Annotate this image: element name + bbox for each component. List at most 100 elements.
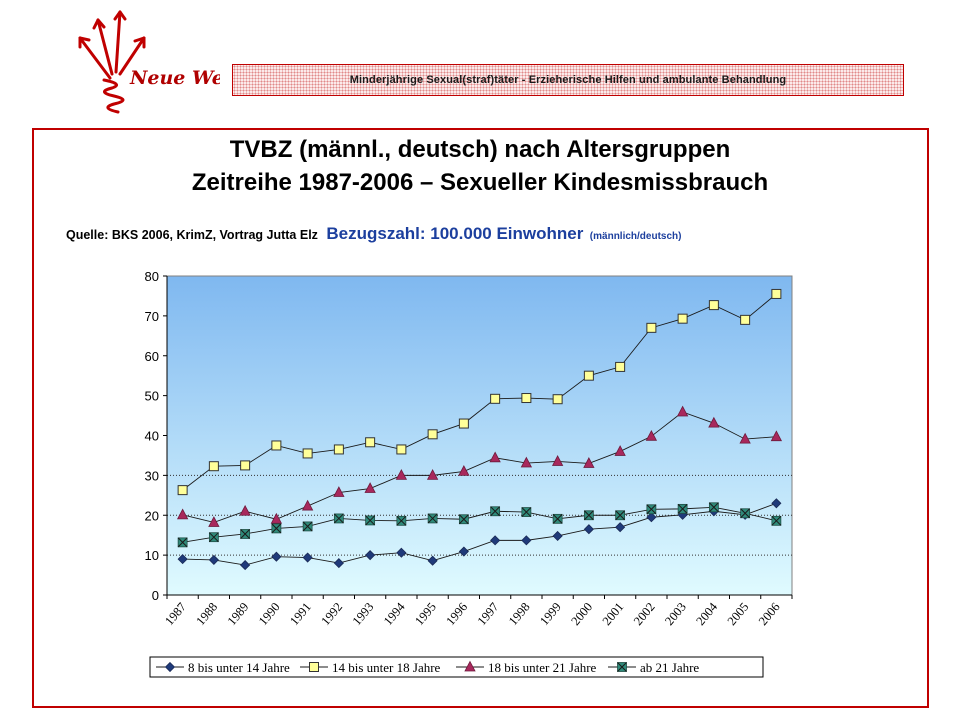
data-point (615, 361, 626, 372)
x-tick-label: 1994 (381, 599, 408, 628)
data-point (164, 661, 176, 673)
series-line (182, 293, 777, 491)
data-point (740, 508, 751, 519)
data-point (739, 432, 751, 444)
y-tick-label: 50 (145, 389, 159, 404)
x-tick-label: 1989 (225, 600, 252, 628)
x-tick-label: 1993 (350, 600, 377, 628)
data-point (583, 524, 594, 535)
data-point (208, 554, 219, 565)
data-point (490, 535, 501, 546)
data-point-cross (521, 507, 532, 517)
data-point (271, 440, 282, 451)
data-point-cross (459, 514, 469, 525)
data-point (708, 300, 719, 311)
data-point (771, 498, 782, 509)
data-point (301, 499, 314, 511)
y-tick-label: 0 (152, 588, 159, 603)
x-tick-label: 2000 (568, 600, 595, 628)
data-point (520, 456, 533, 468)
data-point (490, 506, 501, 517)
data-point (365, 515, 376, 526)
data-point (646, 512, 657, 523)
x-tick-label: 2002 (631, 600, 658, 628)
data-point (458, 514, 469, 525)
x-tick-label: 2006 (756, 600, 783, 628)
data-point (309, 662, 319, 672)
chart-title-line1: TVBZ (männl., deutsch) nach Altersgruppe… (229, 136, 731, 163)
header-banner: Minderjährige Sexual(straf)täter - Erzie… (232, 64, 904, 96)
data-point (521, 393, 532, 404)
data-point-cross (271, 523, 282, 534)
logo-text: Neue Wege (129, 67, 220, 89)
data-point-cross (302, 521, 313, 532)
data-point (365, 437, 376, 448)
y-tick-label: 70 (145, 309, 159, 324)
legend-label: 14 bis unter 18 Jahre (332, 660, 441, 675)
data-point-cross (646, 504, 657, 515)
data-point (427, 555, 438, 566)
series-line (182, 506, 777, 543)
legend-label: ab 21 Jahre (640, 660, 699, 675)
legend-label: 8 bis unter 14 Jahre (188, 660, 290, 675)
data-point-cross (771, 515, 782, 526)
x-tick-label: 1999 (537, 600, 564, 628)
data-point-cross (584, 510, 594, 521)
data-point-cross (490, 506, 500, 517)
data-point (177, 485, 188, 496)
x-tick-label: 2003 (662, 600, 689, 628)
data-point (208, 516, 220, 527)
data-point (302, 448, 313, 459)
data-point (396, 547, 407, 558)
data-point-cross (427, 513, 438, 524)
x-tick-label: 1991 (287, 600, 314, 628)
data-point (677, 313, 688, 324)
data-point (208, 532, 219, 543)
data-point (614, 445, 626, 456)
data-point (646, 322, 657, 333)
data-point (677, 503, 688, 514)
data-point (240, 460, 251, 471)
data-point-cross (677, 504, 688, 514)
x-tick-label: 1996 (443, 600, 470, 628)
data-point (458, 546, 469, 557)
x-tick-label: 2005 (725, 600, 752, 628)
data-point (771, 288, 782, 299)
x-tick-label: 2001 (600, 600, 627, 628)
data-point (427, 429, 438, 440)
y-tick-label: 80 (145, 269, 159, 284)
data-point (615, 510, 626, 521)
data-point-cross (209, 532, 219, 543)
data-point (271, 551, 282, 562)
plot-area (166, 275, 793, 596)
x-tick-label: 1990 (256, 600, 283, 628)
data-point (427, 513, 438, 524)
data-point (458, 465, 470, 476)
data-point (646, 504, 657, 515)
data-point (552, 530, 563, 542)
data-point (770, 430, 783, 442)
data-point (208, 461, 219, 472)
data-point-cross (365, 515, 375, 526)
data-point-cross (240, 529, 250, 539)
x-tick-label: 1998 (506, 600, 533, 628)
data-point (708, 502, 719, 513)
data-point (395, 469, 408, 480)
data-point (240, 560, 251, 571)
data-point (365, 550, 376, 561)
data-point (464, 660, 476, 672)
data-point (489, 451, 501, 463)
data-point (740, 314, 751, 325)
data-point (615, 522, 626, 533)
neue-wege-logo: Neue Wege (78, 10, 220, 114)
data-point (176, 508, 189, 520)
data-point (552, 394, 563, 405)
x-tick-label: 1988 (193, 600, 220, 628)
chart-title-line2: Zeitreihe 1987-2006 – Sexueller Kindesmi… (191, 169, 769, 196)
data-point (551, 455, 564, 466)
x-tick-label: 2004 (693, 599, 720, 628)
data-point-cross (552, 513, 563, 524)
content-frame (32, 128, 929, 708)
reference-text: Bezugszahl: 100.000 Einwohner (326, 224, 584, 243)
